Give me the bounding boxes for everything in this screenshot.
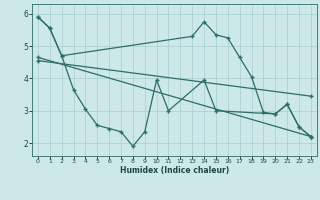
X-axis label: Humidex (Indice chaleur): Humidex (Indice chaleur) (120, 166, 229, 175)
